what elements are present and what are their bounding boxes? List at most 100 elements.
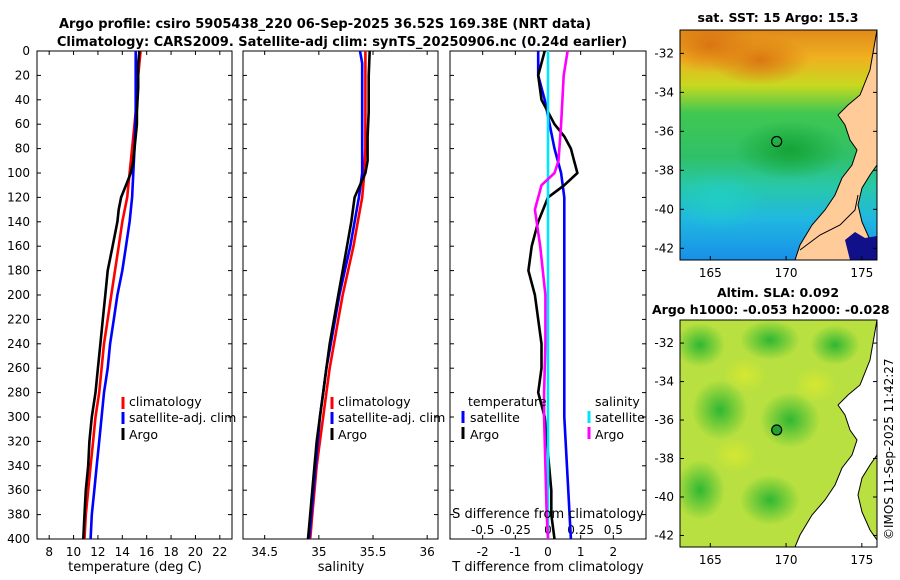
depth-tick-label: 280 [7,386,30,400]
sst-map-longitude-axis: 165 170 175 [699,256,873,280]
lat-tick-label: -32 [654,336,674,350]
sla-high-patch [723,357,767,393]
lat-tick-label: -38 [654,163,674,177]
legend-sal-argo-label: Argo [595,427,624,442]
depth-tick-label: 180 [7,264,30,278]
salinity-legend: climatology satellite-adj. clim Argo [330,394,445,442]
temperature-series [82,50,142,540]
lon-tick-label: 170 [775,266,798,280]
sla-map-subtitle: Argo h1000: -0.053 h2000: -0.028 [652,302,890,317]
depth-tick-label: 380 [7,508,30,522]
sst-map-field [680,30,877,260]
x-tick-label: 16 [139,545,154,559]
lon-tick-label: 170 [775,553,798,567]
legend-temp-satellite-label: satellite [470,410,520,425]
series-satellite-adj-clim [89,51,137,540]
legend-argo-label: Argo [129,427,158,442]
sla-map-title: Altim. SLA: 0.092 [717,285,839,300]
figure-title-line2: Climatology: CARS2009. Satellite-adj cli… [57,35,627,50]
depth-tick-label: 120 [7,190,30,204]
depth-tick-label: 100 [7,166,30,180]
depth-axis: 0 20 40 60 80 100 120 140 160 180 200 220 240 260 280 3… [7,44,232,546]
sla-map-latitude-axis: -32 -34 -36 -38 -40 -42 [654,336,877,542]
series-temperature-argo [527,50,579,540]
lat-tick-label: -38 [654,452,674,466]
credit-stamp: ©IMOS 11-Sep-2025 11:42:27 [882,358,896,540]
x-tick-label: -1 [509,545,521,559]
top-tick-label: 0.5 [604,523,623,537]
sla-map-frame [679,319,878,548]
x-tick-label: 20 [188,545,203,559]
difference-series [527,50,579,540]
depth-tick-label: 240 [7,337,30,351]
x-tick-label: 18 [163,545,178,559]
legend-sal-satellite-label: satellite [595,410,645,425]
legend-temp-argo-label: Argo [470,427,499,442]
x-tick-label: 0 [544,545,552,559]
depth-tick-label: 320 [7,434,30,448]
x-tick-label: 2 [610,545,618,559]
temperature-xlabel: temperature (deg C) [68,560,202,575]
difference-panel: -2 -1 0 1 2 -0.5 -0.25 0 0.25 0.5 S difference f… [449,50,647,575]
lat-tick-label: -40 [654,490,674,504]
series-argo [306,50,371,540]
x-tick-label: 1 [577,545,585,559]
lat-tick-label: -36 [654,413,674,427]
depth-tick-label: 360 [7,483,30,497]
depth-tick-label: 400 [7,532,30,546]
depth-tick-label: 340 [7,459,30,473]
series-argo [82,50,141,540]
argo-location-marker [771,135,783,148]
legend-satellite-label: satellite-adj. clim [338,410,445,425]
series-salinity-argo [533,50,569,540]
difference-depth-ticks [450,50,646,540]
depth-tick-label: 220 [7,312,30,326]
sla-low-patch [740,320,800,360]
top-tick-label: -0.5 [471,523,494,537]
x-tick-label: 22 [212,545,227,559]
sst-map-frame [679,29,878,261]
sst-warm-patch [710,35,810,85]
lon-tick-label: 175 [850,266,873,280]
depth-tick-label: 140 [7,215,30,229]
salinity-panel: 34.5 35 35.5 36 salinity climatology satell… [242,50,445,575]
lat-tick-label: -34 [654,375,674,389]
depth-tick-label: 260 [7,361,30,375]
sla-map-longitude-axis: 165 170 175 [699,543,873,567]
top-tick-label: -0.25 [500,523,531,537]
lat-tick-label: -42 [654,241,674,255]
legend-temperature-title: temperature [468,394,547,409]
depth-tick-label: 60 [15,117,30,131]
salinity-xlabel: salinity [318,560,365,575]
x-tick-label: 8 [45,545,53,559]
salinity-x-axis: 34.5 35 35.5 36 [251,51,435,559]
depth-tick-label: 200 [7,288,30,302]
depth-tick-label: 20 [15,68,30,82]
top-tick-label: 0.25 [567,523,594,537]
sla-low-patch [692,380,748,440]
salinity-depth-ticks [243,50,438,540]
sla-map: Altim. SLA: 0.092 Argo h1000: -0.053 h20… [652,285,890,567]
legend-argo-label: Argo [338,427,367,442]
sla-high-patch [713,437,757,473]
temperature-legend: climatology satellite-adj. clim Argo [121,394,236,442]
lon-tick-label: 175 [850,553,873,567]
legend-salinity-title: salinity [595,394,640,409]
x-tick-label: 12 [90,545,105,559]
sst-map-title: sat. SST: 15 Argo: 15.3 [698,10,859,25]
sla-low-patch [810,325,860,365]
temperature-panel: 0 20 40 60 80 100 120 140 160 180 200 220 240 260 280 3… [7,44,236,575]
lat-tick-label: -32 [654,46,674,60]
new-zealand-land [794,320,877,547]
x-tick-label: 35.5 [360,545,387,559]
depth-tick-label: 160 [7,239,30,253]
coastal-shelf [845,232,877,260]
sst-green-patch [735,120,845,180]
lon-tick-label: 165 [699,553,722,567]
x-tick-label: 10 [66,545,81,559]
figure-title-line1: Argo profile: csiro 5905438_220 06-Sep-2… [59,17,591,32]
lat-tick-label: -40 [654,202,674,216]
difference-xlabel: T difference from climatology [451,560,644,575]
sla-low-patch [740,475,800,525]
